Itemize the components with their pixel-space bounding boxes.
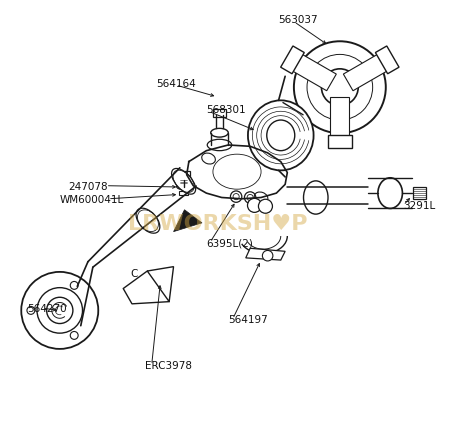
Ellipse shape — [211, 129, 228, 138]
Polygon shape — [375, 47, 399, 74]
Circle shape — [70, 282, 78, 290]
Polygon shape — [328, 136, 352, 149]
Polygon shape — [281, 47, 304, 74]
Ellipse shape — [136, 208, 160, 234]
Circle shape — [70, 332, 78, 339]
Polygon shape — [177, 172, 190, 180]
Text: 564270: 564270 — [27, 304, 66, 314]
Ellipse shape — [207, 140, 232, 151]
Polygon shape — [179, 191, 188, 196]
Circle shape — [247, 199, 262, 213]
Polygon shape — [213, 110, 226, 117]
Text: 247078: 247078 — [69, 181, 108, 191]
Circle shape — [37, 288, 82, 333]
Polygon shape — [246, 249, 285, 261]
Polygon shape — [413, 187, 426, 200]
Text: 3291L: 3291L — [403, 201, 436, 211]
Circle shape — [21, 272, 98, 349]
Polygon shape — [173, 210, 202, 232]
Ellipse shape — [172, 169, 196, 195]
Text: 564164: 564164 — [156, 79, 196, 88]
Text: 563037: 563037 — [278, 15, 318, 25]
Text: 6395L(2): 6395L(2) — [206, 238, 253, 248]
Text: 564197: 564197 — [228, 314, 268, 325]
Circle shape — [27, 307, 35, 314]
Ellipse shape — [177, 184, 191, 190]
Ellipse shape — [378, 178, 402, 209]
Text: WM600041L: WM600041L — [60, 194, 124, 205]
Polygon shape — [343, 55, 387, 92]
Text: 568301: 568301 — [206, 105, 246, 115]
Circle shape — [263, 251, 273, 261]
Text: LRWORKSH♥P: LRWORKSH♥P — [128, 213, 307, 233]
Text: ERC3978: ERC3978 — [145, 360, 192, 370]
Polygon shape — [292, 55, 337, 92]
Text: C: C — [130, 268, 138, 279]
Polygon shape — [330, 98, 349, 137]
Polygon shape — [147, 267, 173, 302]
Ellipse shape — [303, 181, 328, 215]
Ellipse shape — [248, 101, 314, 171]
Circle shape — [258, 200, 273, 214]
